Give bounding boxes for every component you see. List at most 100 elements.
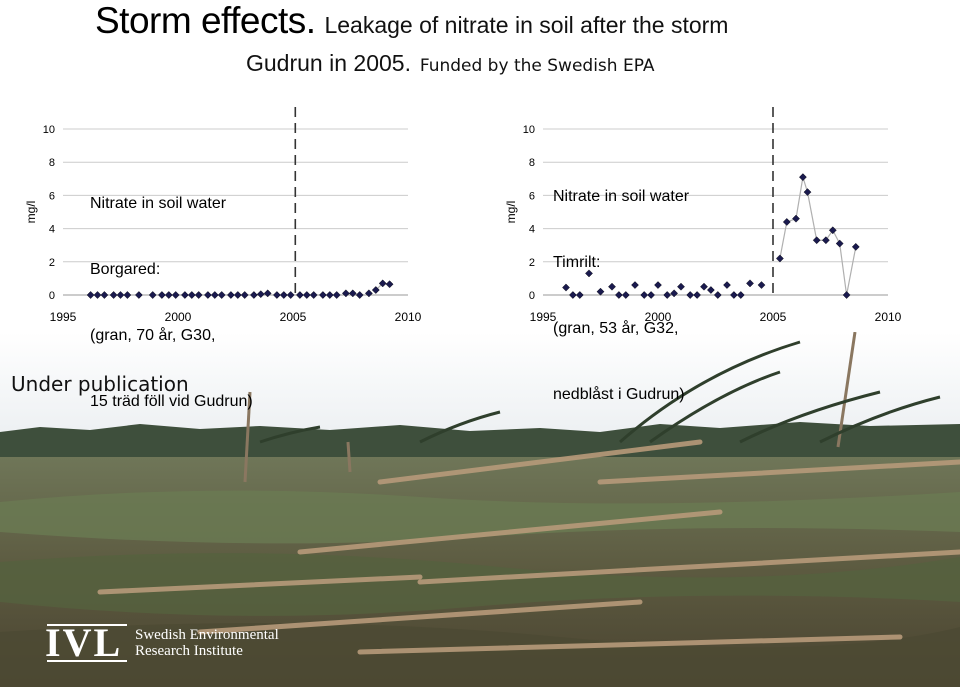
borgared-data-point (325, 291, 334, 299)
timrilt-data-point (677, 282, 685, 291)
borgared-data-point (204, 291, 212, 299)
timrilt-data-point (792, 214, 800, 223)
timrilt-data-point (575, 291, 584, 299)
timrilt-data-point (654, 281, 662, 289)
logo-rule-top (47, 624, 127, 626)
borgared-data-point (210, 291, 219, 299)
timrilt-y-tick-label: 6 (529, 190, 535, 202)
borgared-data-point (279, 291, 288, 299)
timrilt-data-point (713, 291, 722, 299)
ivl-logo: IVL Swedish Environmental Research Insti… (45, 622, 325, 664)
timrilt-data-point (746, 279, 754, 288)
timrilt-x-tick-label: 1995 (530, 310, 557, 324)
borgared-data-point (233, 291, 242, 299)
timrilt-data-point (562, 283, 570, 292)
borgared-data-point (181, 291, 189, 299)
borgared-data-point (256, 290, 265, 299)
borgared-data-point (286, 291, 295, 299)
borgared-y-tick-label: 8 (49, 157, 55, 169)
borgared-data-point (135, 291, 143, 299)
borgared-data-point (273, 291, 281, 299)
timrilt-data-point (585, 269, 593, 278)
borgared-data-point (109, 291, 118, 299)
timrilt-data-point (828, 226, 837, 235)
chart-timrilt-ticks: 0 2 4 6 8 10 1995 2000 2005 2010 (523, 124, 902, 324)
timrilt-data-point (670, 289, 678, 298)
borgared-x-tick-label: 2000 (165, 310, 192, 324)
annotation-line: Borgared: (90, 261, 161, 278)
borgared-data-point (385, 280, 394, 289)
borgared-y-tick-label: 6 (49, 190, 55, 202)
timrilt-data-point (757, 281, 766, 289)
borgared-data-point (100, 291, 109, 299)
borgared-data-point (164, 291, 173, 299)
borgared-data-point (319, 291, 327, 299)
chart-timrilt-annotation: Nitrate in soil water Timrilt: (gran, 53… (553, 142, 689, 428)
slide-title: Storm effects. Leakage of nitrate in soi… (0, 0, 960, 80)
borgared-data-point (378, 279, 387, 288)
title-subtitle-a: Leakage of nitrate in soil after the sto… (324, 12, 729, 38)
timrilt-data-point (707, 286, 715, 294)
chart-timrilt-marks (562, 173, 860, 299)
chart-borgared-annotation: Nitrate in soil water Borgared: (gran, 7… (90, 149, 253, 435)
timrilt-y-tick-label: 10 (523, 124, 535, 136)
annotation-line: (gran, 53 år, G32, (553, 320, 679, 337)
timrilt-x-tick-label: 2010 (875, 310, 902, 324)
logo-rule-bottom (47, 660, 127, 662)
chart-borgared: 0 2 4 6 8 10 1995 2000 2005 2010 mg/l (24, 107, 422, 324)
timrilt-data-point (776, 254, 784, 263)
logo-name-line2: Research Institute (135, 643, 243, 659)
timrilt-data-point (631, 281, 639, 289)
borgared-y-tick-label: 2 (49, 257, 55, 269)
borgared-x-tick-label: 2005 (280, 310, 307, 324)
borgared-data-point (158, 291, 166, 299)
logo-mark: IVL (45, 620, 123, 665)
borgared-x-tick-label: 1995 (50, 310, 77, 324)
timrilt-data-point (615, 291, 623, 299)
title-funding: Funded by the Swedish EPA (419, 56, 655, 76)
borgared-data-point (296, 291, 304, 299)
timrilt-y-tick-label: 4 (529, 224, 535, 236)
timrilt-data-point (822, 236, 830, 245)
chart-borgared-marks (86, 279, 394, 299)
chart-timrilt-series-line (779, 176, 857, 296)
timrilt-data-point (799, 173, 807, 182)
timrilt-data-point (730, 291, 738, 299)
annotation-line: Nitrate in soil water (553, 188, 690, 205)
borgared-data-point (86, 291, 95, 299)
timrilt-data-point (621, 291, 630, 299)
borgared-data-point (263, 289, 272, 298)
title-subtitle-b: Gudrun in 2005. (246, 50, 411, 76)
timrilt-data-point (842, 291, 851, 299)
chart-borgared-ticks: 0 2 4 6 8 10 1995 2000 2005 2010 (43, 124, 422, 324)
status-label: Under publication (11, 372, 189, 396)
annotation-line: nedblåst i Gudrun) (553, 386, 685, 403)
borgared-data-point (302, 291, 311, 299)
chart-timrilt-ylabel: mg/l (504, 201, 518, 224)
timrilt-data-point (700, 282, 708, 291)
timrilt-data-point (686, 291, 695, 299)
timrilt-data-point (851, 242, 860, 251)
borgared-data-point (123, 291, 132, 299)
timrilt-y-tick-label: 0 (529, 290, 535, 302)
chart-timrilt: 0 2 4 6 8 10 1995 2000 2005 2010 mg/l (504, 107, 902, 324)
timrilt-data-point (596, 287, 605, 296)
borgared-y-tick-label: 0 (49, 290, 55, 302)
chart-timrilt-gridlines (543, 128, 888, 263)
borgared-y-tick-label: 4 (49, 224, 55, 236)
chart-borgared-gridlines (63, 128, 408, 263)
timrilt-data-point (723, 281, 731, 289)
annotation-line: 15 träd föll vid Gudrun) (90, 393, 253, 410)
timrilt-data-point (812, 236, 821, 245)
borgared-data-point (365, 289, 373, 298)
borgared-data-point (348, 289, 357, 298)
borgared-x-tick-label: 2010 (395, 310, 422, 324)
timrilt-data-point (663, 291, 672, 299)
timrilt-y-tick-label: 8 (529, 157, 535, 169)
annotation-line: Timrilt: (553, 254, 601, 271)
timrilt-data-point (647, 291, 655, 299)
borgared-data-point (116, 291, 125, 299)
timrilt-data-point (693, 291, 701, 299)
borgared-data-point (355, 291, 364, 299)
borgared-data-point (342, 289, 350, 298)
